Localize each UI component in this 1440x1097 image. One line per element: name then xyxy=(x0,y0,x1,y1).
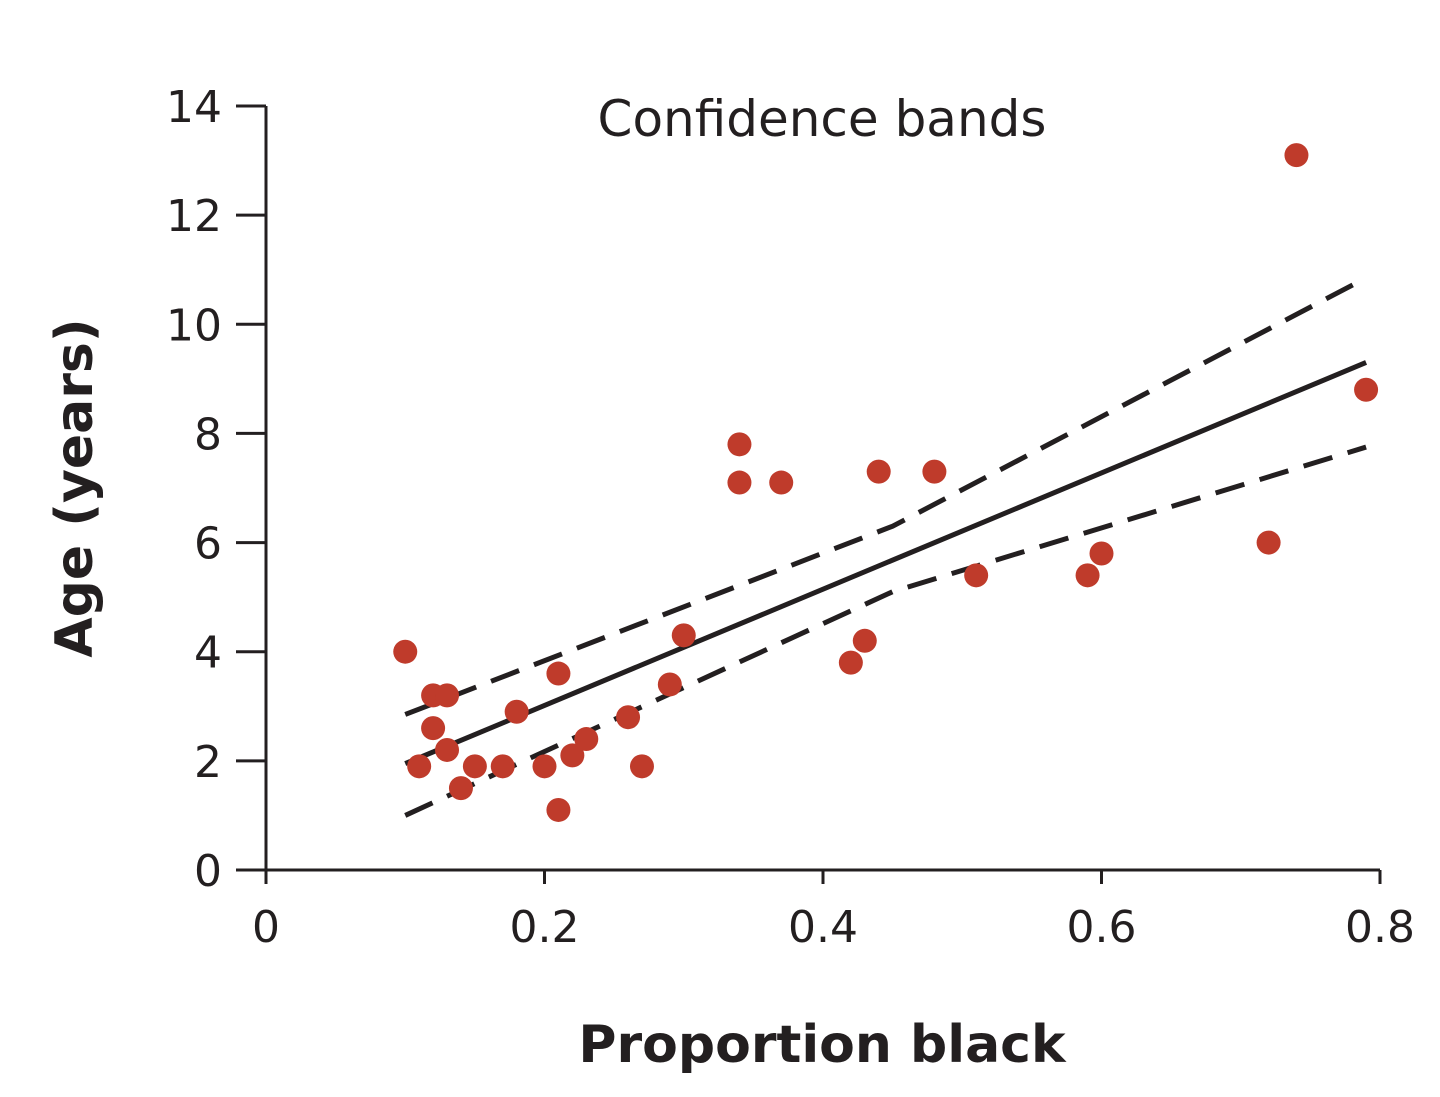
data-point xyxy=(769,470,794,495)
upper-confidence-band xyxy=(404,275,1368,717)
y-tick-label: 10 xyxy=(166,300,222,351)
data-points xyxy=(393,143,1379,822)
data-point xyxy=(1354,377,1379,402)
x-tick-label: 0.8 xyxy=(1345,902,1415,953)
x-tick-label: 0.4 xyxy=(788,902,858,953)
data-point xyxy=(435,737,460,762)
data-point xyxy=(462,754,487,779)
data-point xyxy=(1256,530,1281,555)
data-point xyxy=(504,699,529,724)
fit-lines xyxy=(404,275,1368,818)
data-point xyxy=(1089,541,1114,566)
data-point xyxy=(574,727,599,752)
data-point xyxy=(922,459,947,484)
data-point xyxy=(629,754,654,779)
regression-line xyxy=(404,360,1368,766)
data-point xyxy=(866,459,891,484)
data-point xyxy=(560,743,585,768)
x-axis-label: Proportion black xyxy=(578,1015,1067,1075)
y-tick-label: 0 xyxy=(194,846,222,897)
y-tick-label: 8 xyxy=(194,409,222,460)
data-point xyxy=(490,754,515,779)
y-tick-label: 12 xyxy=(166,191,222,242)
data-point xyxy=(435,683,460,708)
y-axis-label: Age (years) xyxy=(45,318,105,657)
data-point xyxy=(448,776,473,801)
y-tick-label: 6 xyxy=(194,519,222,570)
data-point xyxy=(546,661,571,686)
data-point xyxy=(616,705,641,730)
data-point xyxy=(838,650,863,675)
data-point xyxy=(671,623,696,648)
x-tick-label: 0 xyxy=(252,902,280,953)
y-tick-label: 4 xyxy=(194,628,222,679)
y-tick-label: 14 xyxy=(166,82,222,133)
data-point xyxy=(964,563,989,588)
data-point xyxy=(1075,563,1100,588)
axes: 0 0.2 0.4 0.6 0.8 0 2 4 6 8 10 12 14 xyxy=(166,82,1415,953)
data-point xyxy=(407,754,432,779)
x-tick-label: 0.2 xyxy=(510,902,580,953)
data-point xyxy=(727,432,752,457)
data-point xyxy=(852,628,877,653)
data-point xyxy=(532,754,557,779)
x-tick-label: 0.6 xyxy=(1067,902,1137,953)
chart-title: Confidence bands xyxy=(598,90,1047,148)
data-point xyxy=(421,716,446,741)
data-point xyxy=(1284,143,1309,168)
data-point xyxy=(546,797,571,822)
y-tick-label: 2 xyxy=(194,737,222,788)
data-point xyxy=(727,470,752,495)
data-point xyxy=(393,639,418,664)
data-point xyxy=(657,672,682,697)
